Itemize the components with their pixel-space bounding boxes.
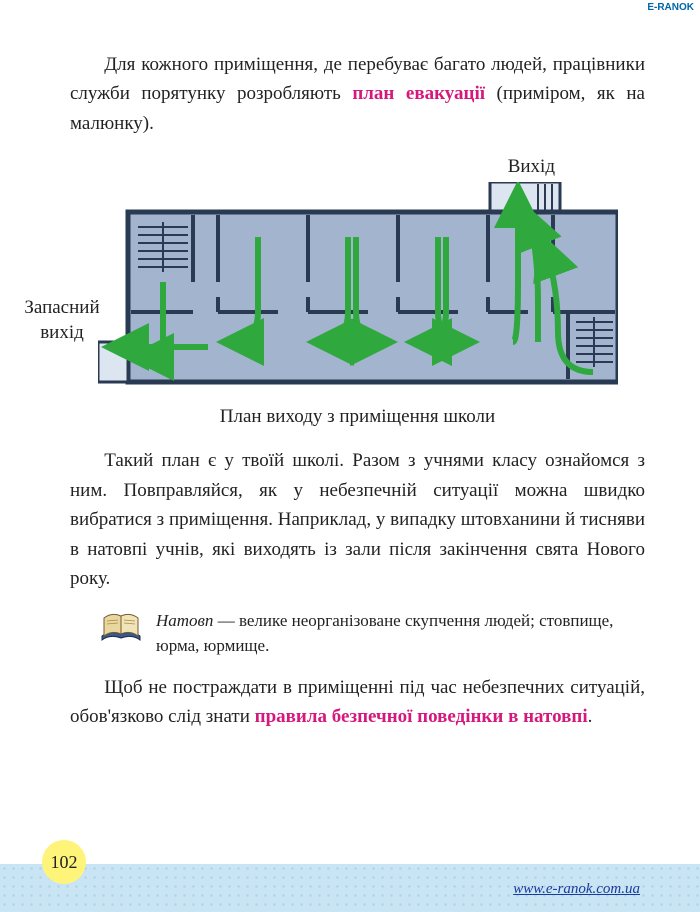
floor-plan-diagram — [98, 182, 618, 392]
definition-text: Натовп — велике неорганізоване скупчення… — [156, 608, 645, 659]
definition-body: — велике неорганізоване скупчення людей;… — [156, 611, 613, 656]
paragraph-1: Для кожного приміщення, де перебуває баг… — [70, 50, 645, 138]
definition-block: Натовп — велике неорганізоване скупчення… — [100, 608, 645, 659]
definition-term: Натовп — [156, 611, 213, 630]
page-content: Для кожного приміщення, де перебуває баг… — [0, 0, 700, 912]
book-icon — [100, 610, 142, 644]
para1-highlight: план евакуації — [352, 83, 485, 104]
diagram-container: Вихід Запасний вихід — [70, 156, 645, 392]
para3-highlight: правила безпечної поведінки в натовпі — [255, 706, 588, 727]
paragraph-3: Щоб не постраждати в приміщенні під час … — [70, 673, 645, 732]
page-number: 102 — [42, 840, 86, 884]
footer-url[interactable]: www.e-ranok.com.ua — [513, 881, 640, 898]
label-exit-top: Вихід — [70, 156, 645, 178]
paragraph-2: Такий план є у твоїй школі. Разом з учня… — [70, 446, 645, 593]
para3-post: . — [588, 706, 593, 727]
label-exit-left: Запасний вихід — [12, 296, 112, 345]
diagram-caption: План виходу з приміщення школи — [70, 406, 645, 428]
